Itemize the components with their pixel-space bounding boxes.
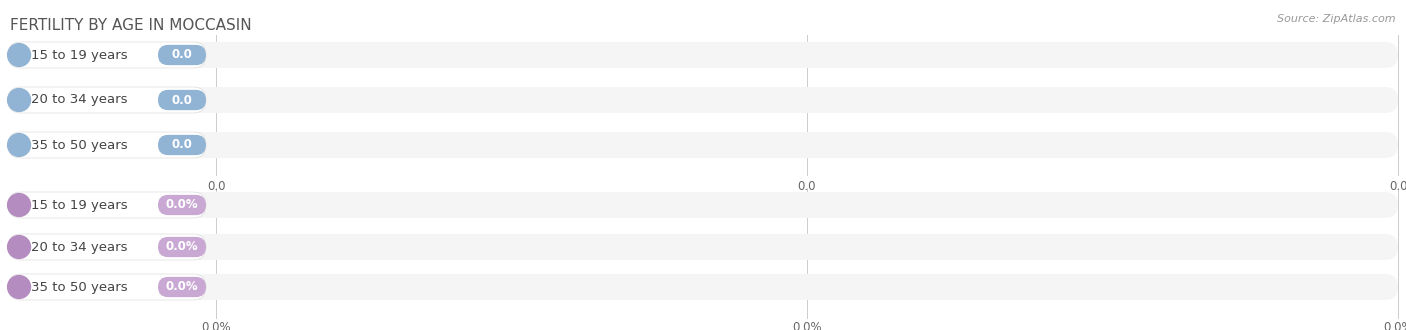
Text: 0.0: 0.0	[797, 180, 817, 193]
Text: 35 to 50 years: 35 to 50 years	[31, 280, 128, 293]
Circle shape	[7, 88, 31, 112]
Text: 0.0%: 0.0%	[201, 321, 231, 330]
Text: 0.0%: 0.0%	[166, 280, 198, 293]
FancyBboxPatch shape	[8, 132, 1398, 158]
Text: 0.0: 0.0	[207, 180, 225, 193]
FancyBboxPatch shape	[157, 277, 207, 297]
Text: 35 to 50 years: 35 to 50 years	[31, 139, 128, 151]
Circle shape	[7, 134, 31, 156]
FancyBboxPatch shape	[8, 87, 1398, 113]
FancyBboxPatch shape	[8, 274, 207, 300]
FancyBboxPatch shape	[157, 45, 207, 65]
Text: FERTILITY BY AGE IN MOCCASIN: FERTILITY BY AGE IN MOCCASIN	[10, 18, 252, 33]
Text: 0.0%: 0.0%	[792, 321, 823, 330]
Text: 0.0: 0.0	[172, 139, 193, 151]
Text: 0.0: 0.0	[172, 93, 193, 107]
FancyBboxPatch shape	[157, 195, 207, 215]
Circle shape	[7, 276, 31, 298]
FancyBboxPatch shape	[8, 42, 207, 68]
FancyBboxPatch shape	[8, 42, 1398, 68]
Circle shape	[7, 194, 31, 216]
Text: 0.0: 0.0	[172, 49, 193, 61]
FancyBboxPatch shape	[8, 234, 207, 260]
Circle shape	[7, 44, 31, 66]
FancyBboxPatch shape	[8, 87, 207, 113]
FancyBboxPatch shape	[157, 90, 207, 110]
Text: Source: ZipAtlas.com: Source: ZipAtlas.com	[1278, 14, 1396, 24]
FancyBboxPatch shape	[8, 192, 207, 218]
Text: 0.0%: 0.0%	[166, 199, 198, 212]
FancyBboxPatch shape	[157, 135, 207, 155]
FancyBboxPatch shape	[8, 234, 1398, 260]
FancyBboxPatch shape	[157, 237, 207, 257]
Text: 0.0%: 0.0%	[1384, 321, 1406, 330]
FancyBboxPatch shape	[8, 274, 1398, 300]
FancyBboxPatch shape	[8, 132, 207, 158]
Text: 0.0%: 0.0%	[166, 241, 198, 253]
Text: 20 to 34 years: 20 to 34 years	[31, 241, 128, 253]
Text: 15 to 19 years: 15 to 19 years	[31, 49, 128, 61]
FancyBboxPatch shape	[8, 192, 1398, 218]
Text: 20 to 34 years: 20 to 34 years	[31, 93, 128, 107]
Circle shape	[7, 236, 31, 258]
Text: 0.0: 0.0	[1389, 180, 1406, 193]
Text: 15 to 19 years: 15 to 19 years	[31, 199, 128, 212]
